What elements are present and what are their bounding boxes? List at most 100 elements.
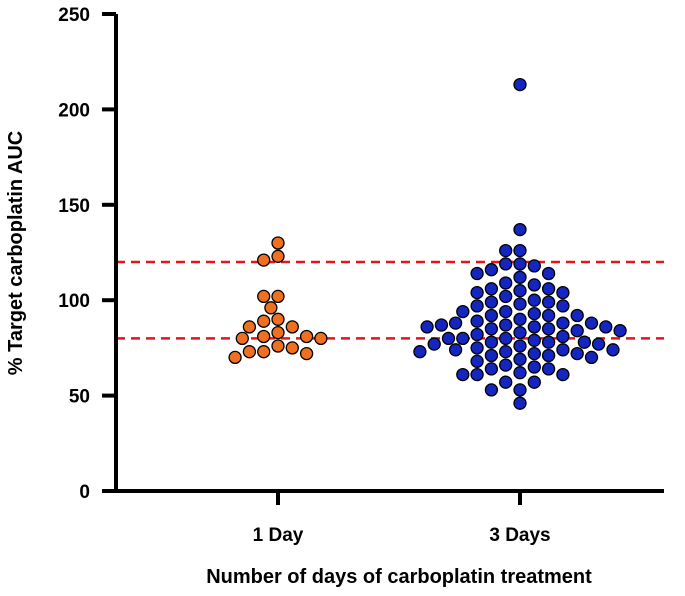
data-point — [541, 348, 556, 363]
data-point — [527, 293, 541, 307]
data-point — [257, 289, 271, 304]
data-point — [541, 295, 556, 309]
data-point — [257, 329, 271, 344]
data-point — [470, 299, 484, 313]
data-point — [484, 282, 499, 296]
x-category-label: 3 Days — [489, 525, 550, 546]
data-point — [513, 383, 527, 397]
data-point — [484, 295, 499, 309]
x-ticks: 1 Day 3 Days — [253, 491, 551, 546]
data-point — [527, 360, 541, 374]
data-point — [513, 312, 527, 326]
data-point — [527, 346, 541, 361]
data-point — [499, 318, 513, 332]
data-point — [584, 316, 599, 330]
data-point — [513, 366, 527, 380]
data-point — [448, 316, 463, 330]
data-point — [499, 243, 513, 258]
data-point — [599, 320, 613, 334]
data-point — [527, 306, 541, 321]
y-tick-label: 150 — [58, 196, 90, 217]
data-point — [434, 318, 449, 332]
data-point — [499, 358, 513, 372]
y-tick-label: 50 — [69, 387, 90, 408]
data-point — [470, 314, 484, 328]
data-point — [242, 345, 257, 359]
data-point — [456, 304, 470, 319]
x-axis-title: Number of days of carboplatin treatment — [206, 566, 592, 588]
data-point — [271, 339, 285, 353]
data-point — [314, 331, 328, 346]
y-tick-label: 100 — [58, 291, 90, 312]
data-point — [235, 331, 249, 346]
data-point — [271, 325, 285, 340]
data-point — [285, 320, 299, 334]
data-point — [613, 324, 627, 338]
data-point — [499, 289, 513, 304]
data-point — [484, 308, 499, 323]
data-point — [484, 263, 499, 277]
data-point — [527, 259, 541, 273]
data-point — [584, 350, 599, 365]
data-point — [556, 299, 570, 313]
data-point — [499, 331, 513, 346]
data-point — [513, 325, 527, 340]
data-point — [470, 327, 484, 342]
data-point — [228, 350, 242, 365]
data-point — [513, 77, 527, 92]
data-point — [556, 329, 570, 344]
data-point — [556, 316, 570, 330]
data-point — [448, 343, 463, 357]
data-point — [456, 367, 470, 382]
data-point — [271, 236, 285, 250]
data-point — [527, 375, 541, 389]
data-point — [441, 331, 456, 346]
data-point — [299, 329, 314, 344]
data-point — [499, 304, 513, 319]
data-point — [499, 375, 513, 389]
data-points — [228, 77, 627, 410]
data-point — [527, 320, 541, 334]
data-point — [513, 257, 527, 271]
data-point — [513, 396, 527, 410]
data-point — [541, 322, 556, 336]
data-point — [570, 346, 584, 361]
data-point — [541, 266, 556, 281]
data-point — [606, 343, 620, 357]
data-point — [513, 297, 527, 311]
data-point — [285, 341, 299, 355]
data-point — [470, 285, 484, 300]
data-point — [413, 345, 427, 359]
data-point — [271, 312, 285, 326]
y-tick-label: 250 — [58, 5, 90, 26]
data-point — [257, 253, 271, 267]
x-category-label: 1 Day — [253, 525, 304, 546]
data-point — [257, 345, 271, 359]
data-point — [470, 367, 484, 382]
data-point — [541, 282, 556, 296]
y-axis-title: % Target carboplatin AUC — [5, 131, 27, 375]
data-point — [470, 266, 484, 281]
data-point — [299, 346, 314, 361]
data-point — [484, 362, 499, 376]
data-point — [427, 337, 441, 351]
data-point — [556, 343, 570, 357]
data-point — [499, 276, 513, 290]
data-point — [499, 257, 513, 271]
data-point — [513, 352, 527, 366]
data-point — [513, 243, 527, 258]
data-point — [591, 337, 606, 351]
data-point — [541, 308, 556, 323]
data-point — [570, 308, 584, 323]
data-point — [527, 278, 541, 292]
data-point — [420, 320, 434, 334]
data-point — [484, 383, 499, 397]
data-point — [541, 362, 556, 376]
data-point — [257, 314, 271, 328]
data-point — [527, 333, 541, 347]
data-point — [456, 331, 470, 346]
data-point — [484, 322, 499, 336]
y-tick-label: 200 — [58, 100, 90, 121]
data-point — [556, 285, 570, 300]
data-point — [484, 348, 499, 363]
